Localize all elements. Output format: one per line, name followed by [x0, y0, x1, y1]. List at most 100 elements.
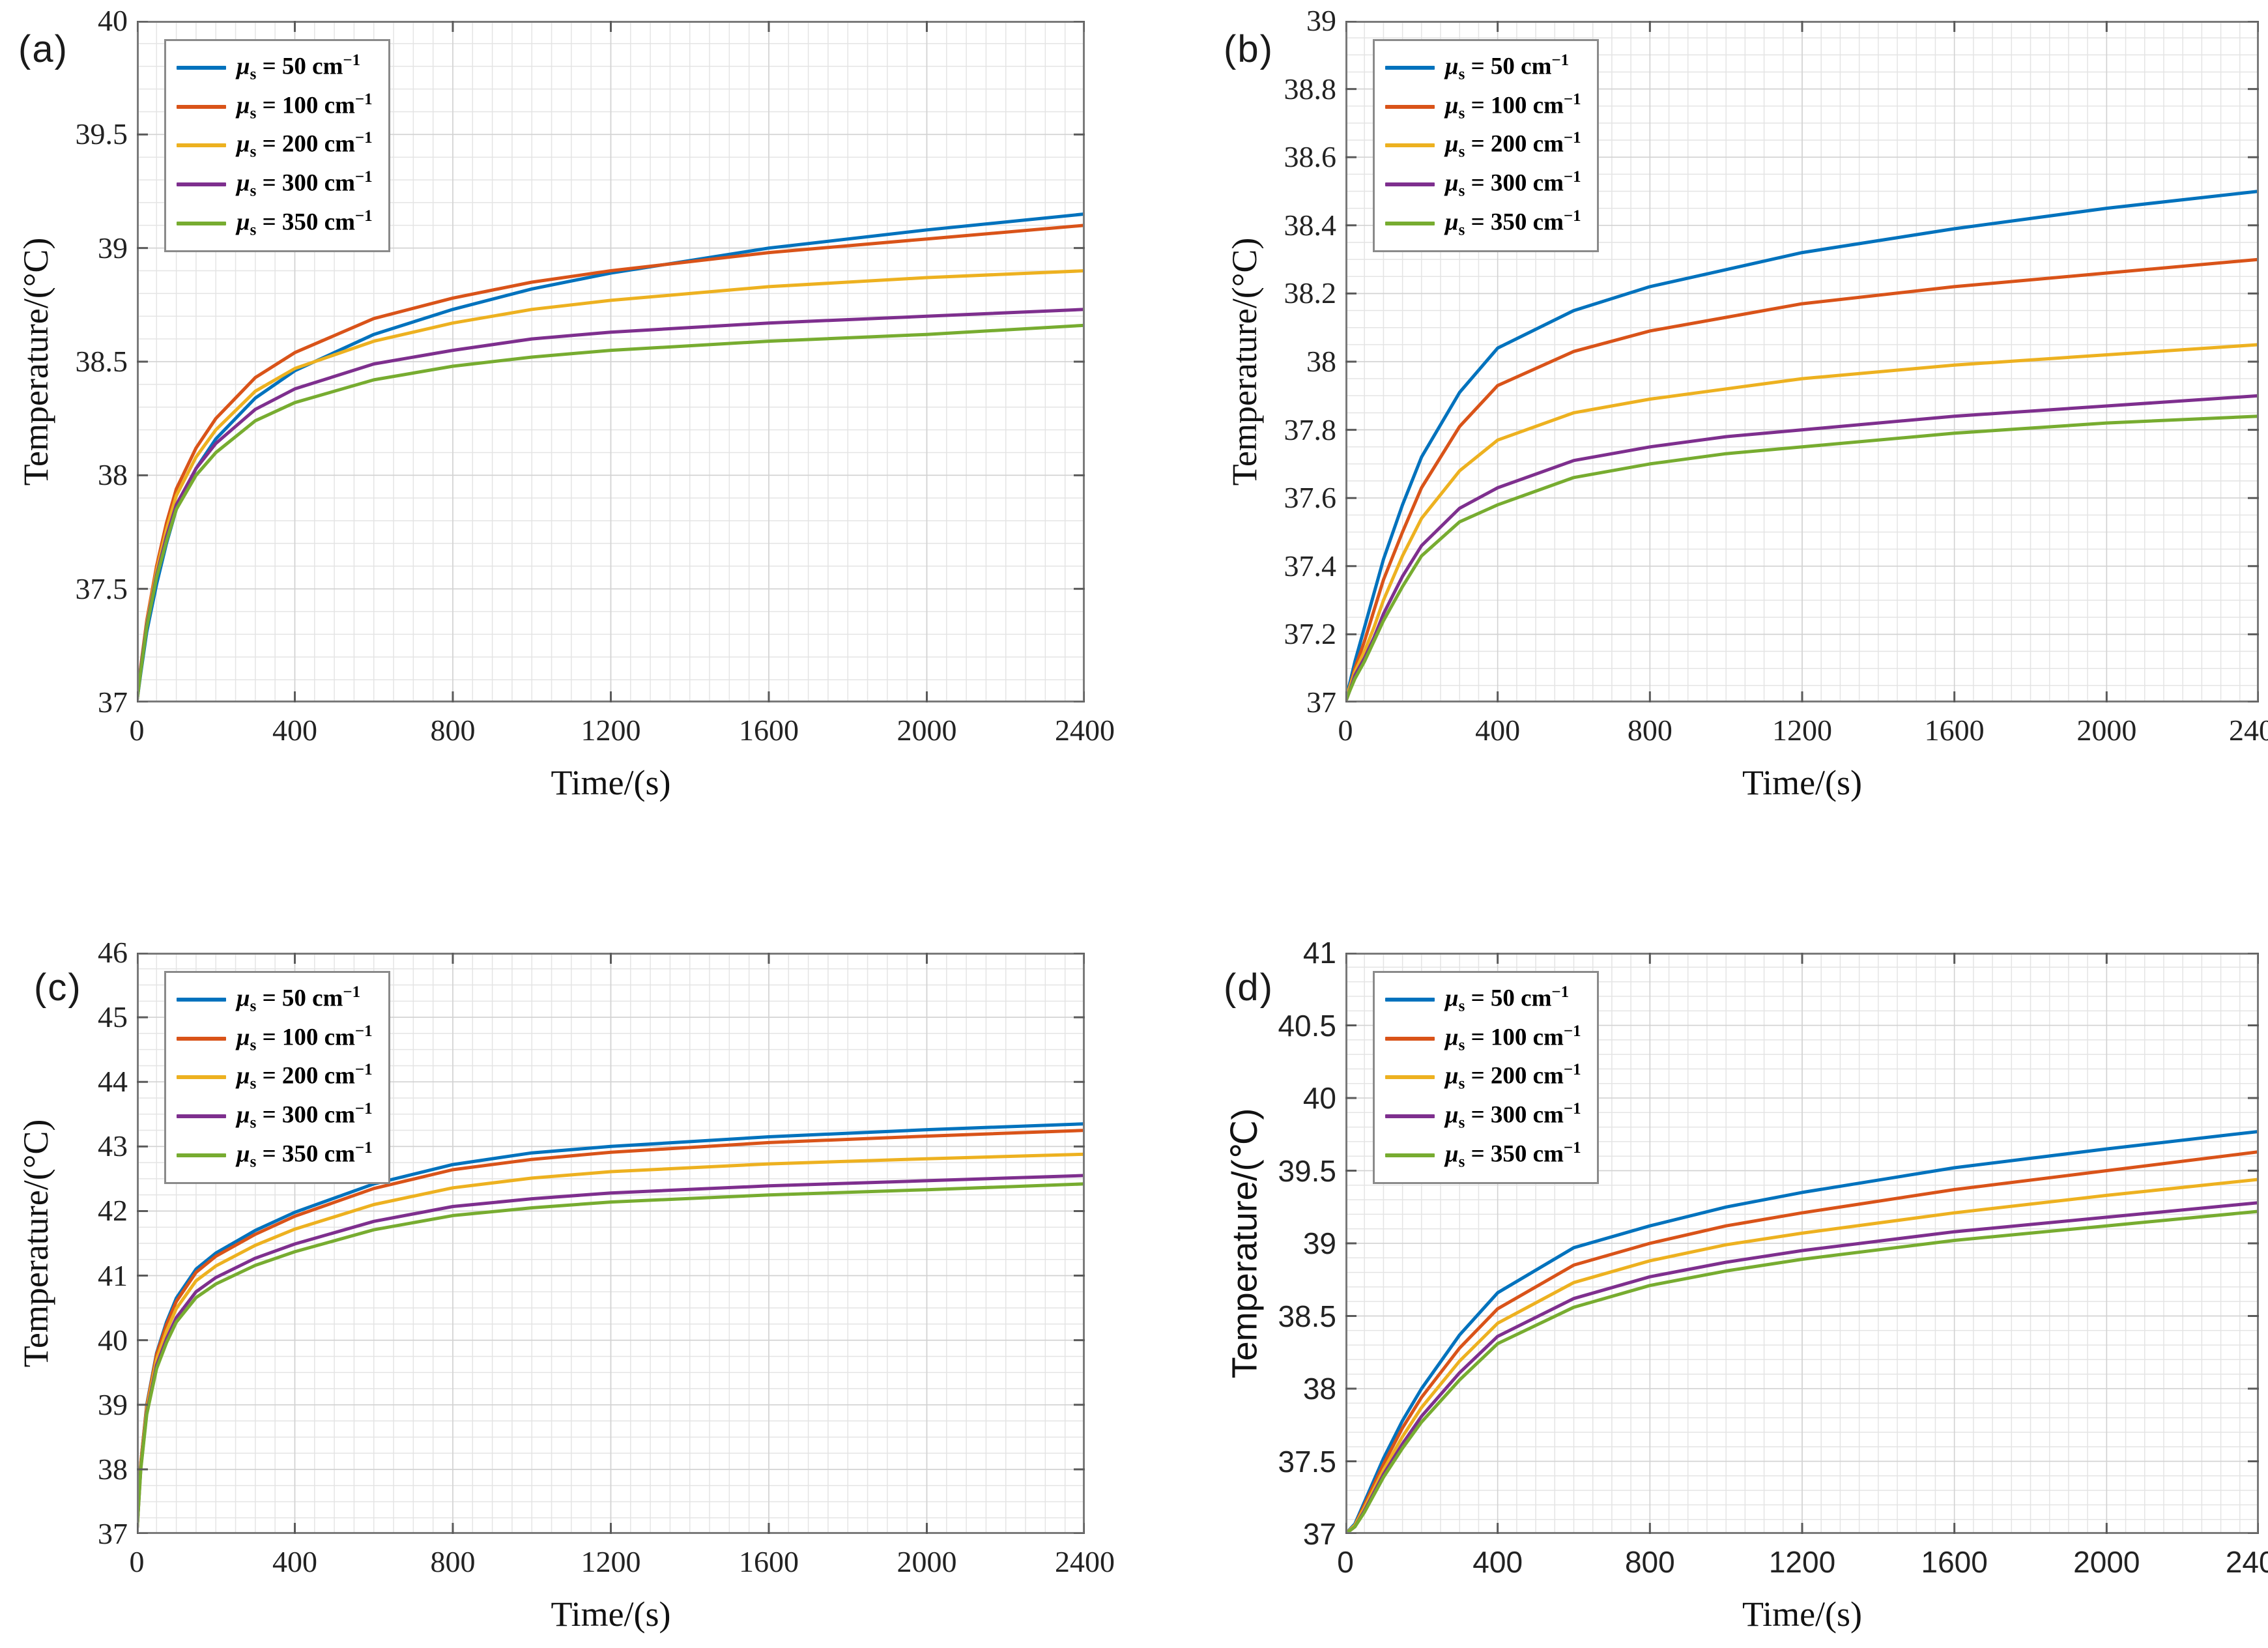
legend-item-mu-s-50: μs = 50 cm−1 — [1385, 51, 1581, 84]
legend-item-mu-s-300: μs = 300 cm−1 — [1385, 1100, 1581, 1133]
panel-letter: (a) — [18, 28, 68, 70]
legend-line-swatch — [177, 182, 226, 187]
legend-exponent: −1 — [343, 51, 361, 69]
legend-exponent: −1 — [1563, 90, 1581, 108]
legend-label: μs = 350 cm−1 — [237, 1139, 373, 1172]
legend-mu-subscript: s — [1458, 1114, 1465, 1132]
legend-mu-symbol: μ — [1445, 209, 1459, 236]
y-tick-label: 38 — [98, 458, 128, 492]
x-axis-label: Time/(s) — [1742, 763, 1863, 802]
legend: μs = 50 cm−1 μs = 100 cm−1 μs = 200 cm−1 μs… — [164, 39, 390, 252]
legend-item-mu-s-50: μs = 50 cm−1 — [1385, 983, 1581, 1016]
legend-label: μs = 100 cm−1 — [237, 1022, 373, 1055]
legend-line-swatch — [177, 1153, 226, 1157]
y-tick-label: 37.5 — [75, 571, 128, 605]
legend-exponent: −1 — [354, 1138, 373, 1157]
legend-mu-symbol: μ — [237, 1062, 250, 1090]
y-tick-label: 39 — [1306, 4, 1336, 37]
x-tick-label: 1200 — [581, 714, 641, 747]
x-tick-label: 800 — [1624, 1545, 1675, 1579]
legend-value-text: = 50 cm — [1465, 53, 1552, 80]
legend-exponent: −1 — [354, 129, 373, 147]
y-tick-label: 41 — [1302, 936, 1336, 970]
legend-mu-symbol: μ — [237, 92, 250, 119]
legend-value-text: = 350 cm — [256, 209, 355, 236]
x-tick-label: 400 — [272, 714, 317, 747]
legend-item-mu-s-300: μs = 300 cm−1 — [177, 1100, 373, 1133]
legend-mu-symbol: μ — [237, 169, 250, 197]
series-line-mu-s-350 — [137, 323, 1085, 702]
legend-mu-symbol: μ — [1445, 53, 1459, 80]
y-tick-label: 39 — [1302, 1226, 1336, 1260]
legend-exponent: −1 — [354, 1022, 373, 1040]
y-tick-label: 37.6 — [1284, 481, 1337, 515]
legend-mu-subscript: s — [1458, 182, 1465, 200]
legend-label: μs = 100 cm−1 — [237, 91, 373, 123]
x-tick-label: 2400 — [1055, 714, 1115, 747]
legend-line-swatch — [1385, 1075, 1435, 1080]
legend-line-swatch — [177, 1036, 226, 1041]
y-tick-label: 38.8 — [1284, 72, 1337, 106]
legend-line-swatch — [177, 1114, 226, 1119]
legend-value-text: = 350 cm — [256, 1140, 355, 1168]
legend-mu-subscript: s — [250, 1153, 257, 1171]
legend-mu-subscript: s — [250, 1114, 257, 1132]
y-tick-label: 38.2 — [1284, 276, 1337, 310]
legend-item-mu-s-200: μs = 200 cm−1 — [1385, 129, 1581, 162]
legend-item-mu-s-350: μs = 350 cm−1 — [177, 1139, 373, 1172]
legend-label: μs = 300 cm−1 — [237, 1100, 373, 1133]
x-tick-label: 1200 — [1772, 714, 1832, 747]
legend-value-text: = 100 cm — [256, 1024, 355, 1051]
legend-label: μs = 50 cm−1 — [237, 51, 360, 84]
legend-exponent: −1 — [354, 168, 373, 186]
y-tick-label: 37.8 — [1284, 412, 1337, 446]
legend: μs = 50 cm−1 μs = 100 cm−1 μs = 200 cm−1 μs… — [164, 971, 390, 1184]
x-tick-label: 2000 — [897, 1545, 957, 1578]
legend-label: μs = 200 cm−1 — [1445, 1061, 1581, 1093]
legend-mu-symbol: μ — [237, 1024, 250, 1051]
legend-item-mu-s-100: μs = 100 cm−1 — [1385, 91, 1581, 123]
x-tick-label: 2000 — [2076, 714, 2137, 747]
x-tick-label: 1200 — [1768, 1545, 1836, 1579]
legend-exponent: −1 — [343, 983, 361, 1001]
series-line-mu-s-350 — [137, 1182, 1085, 1534]
legend-exponent: −1 — [354, 1100, 373, 1118]
legend-label: μs = 50 cm−1 — [237, 983, 360, 1016]
y-tick-label: 40 — [98, 1323, 128, 1357]
legend-line-swatch — [1385, 1036, 1435, 1041]
x-tick-label: 800 — [1627, 714, 1672, 747]
legend-mu-subscript: s — [250, 104, 257, 123]
panel-letter: (c) — [34, 966, 82, 1009]
y-tick-label: 38.6 — [1284, 140, 1337, 174]
legend-exponent: −1 — [1563, 129, 1581, 147]
y-tick-label: 37.2 — [1284, 617, 1337, 651]
legend-mu-symbol: μ — [1445, 130, 1459, 158]
legend-value-text: = 200 cm — [1465, 130, 1564, 158]
legend-exponent: −1 — [1551, 51, 1570, 69]
series-line-mu-s-50 — [1345, 190, 2259, 702]
legend-mu-symbol: μ — [1445, 1062, 1459, 1090]
series-line-mu-s-350 — [1345, 414, 2259, 702]
legend-label: μs = 300 cm−1 — [1445, 168, 1581, 201]
legend-mu-subscript: s — [250, 1036, 257, 1054]
y-tick-label: 37.5 — [1278, 1444, 1336, 1479]
legend-value-text: = 200 cm — [256, 1062, 355, 1090]
legend-exponent: −1 — [1551, 983, 1570, 1001]
legend-item-mu-s-100: μs = 100 cm−1 — [177, 1022, 373, 1055]
legend-label: μs = 350 cm−1 — [1445, 207, 1581, 240]
legend-item-mu-s-200: μs = 200 cm−1 — [1385, 1061, 1581, 1093]
legend-exponent: −1 — [1563, 1100, 1581, 1118]
y-tick-label: 37 — [98, 686, 128, 719]
x-tick-label: 0 — [129, 714, 145, 747]
y-tick-label: 38 — [1306, 345, 1336, 378]
y-tick-label: 40 — [98, 4, 128, 37]
y-tick-label: 38 — [98, 1452, 128, 1486]
legend-label: μs = 100 cm−1 — [1445, 1022, 1581, 1055]
x-tick-label: 2400 — [1055, 1545, 1115, 1578]
x-axis-label: Time/(s) — [551, 763, 671, 802]
x-tick-label: 2000 — [2073, 1545, 2140, 1579]
legend-item-mu-s-300: μs = 300 cm−1 — [177, 168, 373, 201]
legend-line-swatch — [177, 221, 226, 225]
